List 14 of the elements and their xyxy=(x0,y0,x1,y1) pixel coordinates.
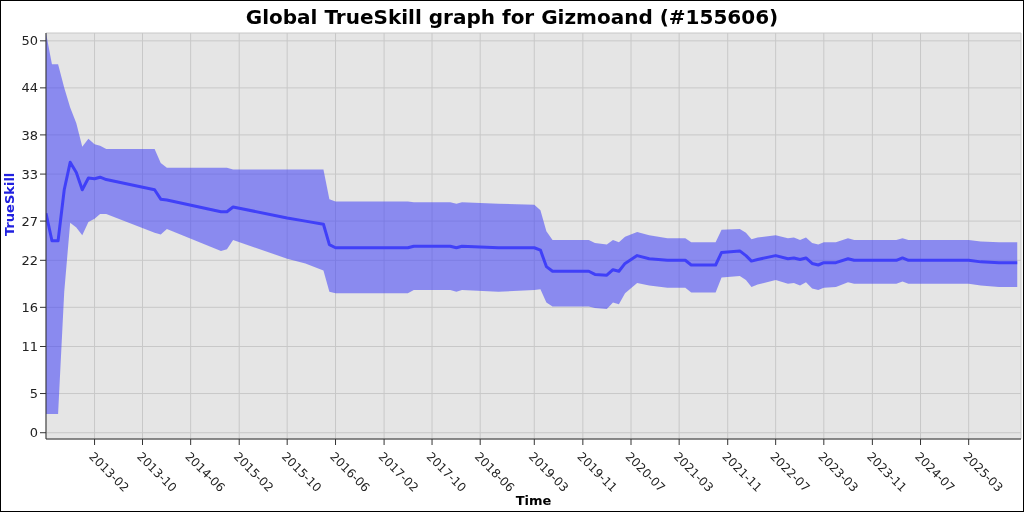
line-series xyxy=(46,160,1019,277)
y-tick-label: 5 xyxy=(29,386,38,402)
y-tick-label: 0 xyxy=(29,425,38,441)
y-tick-label: 16 xyxy=(21,299,38,315)
y-tick-label: 11 xyxy=(21,339,38,355)
x-axis-title: Time xyxy=(515,493,552,508)
y-tick-label: 33 xyxy=(21,166,38,182)
y-tick-label: 27 xyxy=(21,213,38,229)
y-tick-label: 44 xyxy=(21,80,38,96)
y-axis-title: TrueSkill xyxy=(1,172,17,236)
y-tick-label: 38 xyxy=(21,127,38,143)
y-tick-label: 50 xyxy=(21,33,38,49)
y-tick-label: 22 xyxy=(21,252,38,268)
chart-title: Global TrueSkill graph for Gizmoand (#155606) xyxy=(244,5,780,31)
